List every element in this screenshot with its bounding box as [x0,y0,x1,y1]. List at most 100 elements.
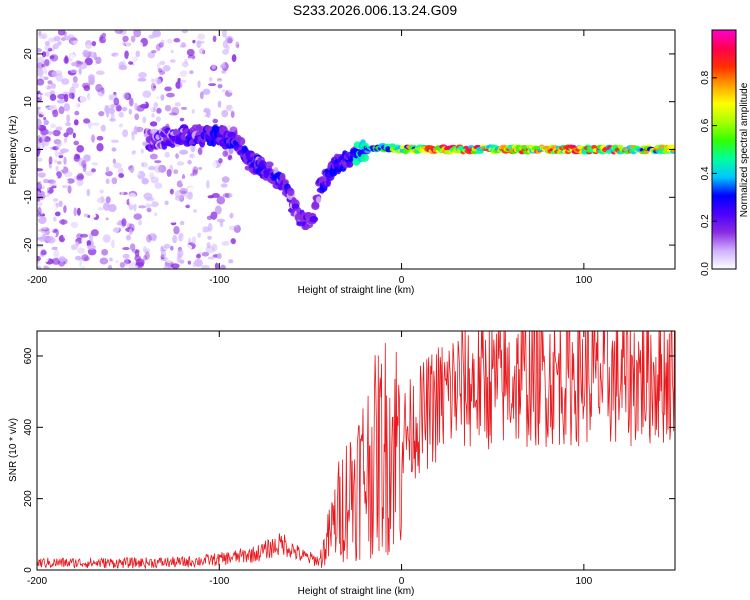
heatmap-noise-cell [44,59,50,67]
heatmap-noise-cell [212,35,217,43]
heatmap-noise-cell [97,45,102,52]
heatmap-noise-cell [201,251,210,257]
heatmap-noise-cell [145,197,155,202]
heatmap-noise-cell [203,107,211,115]
heatmap-noise-cell [51,257,61,265]
heatmap-noise-cell [227,163,231,166]
heatmap-noise-cell [56,160,62,165]
heatmap-noise-cell [170,245,174,251]
heatmap-noise-cell [222,48,230,55]
heatmap-noise-cell [111,239,115,249]
heatmap-noise-cell [37,140,41,149]
heatmap-noise-cell [73,119,79,126]
heatmap-noise-cell [118,64,128,71]
heatmap-noise-cell [225,35,234,44]
heatmap-noise-cell [234,265,238,269]
heatmap-noise-cell [57,30,66,36]
heatmap-noise-cell [52,232,57,238]
heatmap-noise-cell [135,41,144,48]
heatmap-noise-cell [250,55,256,60]
heatmap-noise-cell [154,212,158,217]
heatmap-noise-cell [227,85,236,94]
heatmap-noise-cell [121,106,128,112]
heatmap-noise-cell [89,95,95,102]
heatmap-noise-cell [84,170,94,177]
heatmap-noise-cell [98,242,106,246]
heatmap-noise-cell [166,169,172,177]
heatmap-noise-cell [111,147,117,152]
heatmap-noise-cell [43,253,49,263]
heatmap-noise-cell [230,106,238,112]
heatmap-noise-cell [212,118,219,124]
heatmap-noise-cell [72,40,79,45]
heatmap-noise-cell [136,171,140,176]
heatmap-noise-cell [194,258,203,267]
heatmap-noise-cell [150,82,156,92]
heatmap-noise-cell [95,198,104,202]
heatmap-noise-cell [228,259,234,264]
heatmap-noise-cell [41,140,45,149]
heatmap-noise-cell [187,260,191,265]
colorbar: 0.0 0.2 0.4 0.6 0.8 Normalized spectral ampl… [700,29,750,276]
heatmap-noise-cell [192,166,199,174]
heatmap-noise-cell [187,159,192,165]
heatmap-noise-cell [38,34,47,40]
heatmap-noise-cell [111,52,119,57]
heatmap-noise-cell [87,248,97,256]
heatmap-noise-cell [43,179,53,184]
heatmap-noise-cell [99,36,107,44]
heatmap-noise-cell [247,128,254,133]
heatmap-noise-cell [67,204,75,210]
heatmap-noise-cell [160,94,165,101]
heatmap-noise-cell [38,226,47,230]
heatmap-noise-cell [168,208,176,216]
heatmap-noise-cell [131,249,140,254]
heatmap-noise-cell [233,224,241,233]
heatmap-noise-cell [138,205,147,209]
heatmap-noise-cell [58,151,65,155]
heatmap-noise-cell [104,104,109,114]
heatmap-noise-cell [76,172,84,181]
heatmap-noise-cell [275,141,278,146]
heatmap-noise-cell [150,176,159,184]
heatmap-noise-cell [143,255,147,261]
heatmap-noise-cell [83,85,91,92]
heatmap-noise-cell [128,61,134,65]
heatmap-noise-cell [296,31,303,37]
heatmap-noise-cell [77,247,85,254]
heatmap-noise-cell [37,197,41,202]
heatmap-noise-cell [154,160,162,164]
heatmap-noise-cell [48,156,53,165]
heatmap-noise-cell [129,164,135,174]
heatmap-noise-cell [221,88,226,93]
heatmap-noise-cell [96,143,104,152]
heatmap-noise-cell [91,168,96,173]
heatmap-noise-cell [37,48,43,53]
heatmap-noise-cell [270,92,275,98]
heatmap-noise-cell [47,47,53,52]
heatmap-noise-cell [212,112,221,119]
heatmap-noise-cell [260,89,265,95]
heatmap-noise-cell [222,193,231,198]
heatmap-noise-cell [156,167,165,173]
heatmap-noise-cell [72,101,78,108]
heatmap-noise-cell [63,56,70,64]
heatmap-noise-cell [156,196,162,200]
heatmap-noise-cell [187,186,196,192]
heatmap-noise-cell [37,78,45,86]
heatmap-noise-cell [154,215,160,223]
heatmap-noise-cell [148,106,154,113]
heatmap-noise-cell [216,218,226,223]
heatmap-noise-cell [299,152,302,156]
heatmap-noise-cell [71,82,80,89]
heatmap-noise-cell [37,118,42,126]
heatmap-noise-cell [77,263,84,269]
heatmap-ridge-cell [346,160,354,168]
heatmap-noise-cell [294,150,299,155]
heatmap-noise-cell [80,233,89,238]
colorbar-tick-label: 0.6 [700,118,711,132]
heatmap-noise-cell [185,204,191,209]
heatmap-noise-cell [293,171,299,176]
heatmap-noise-cell [259,199,263,206]
heatmap-noise-cell [144,251,150,260]
